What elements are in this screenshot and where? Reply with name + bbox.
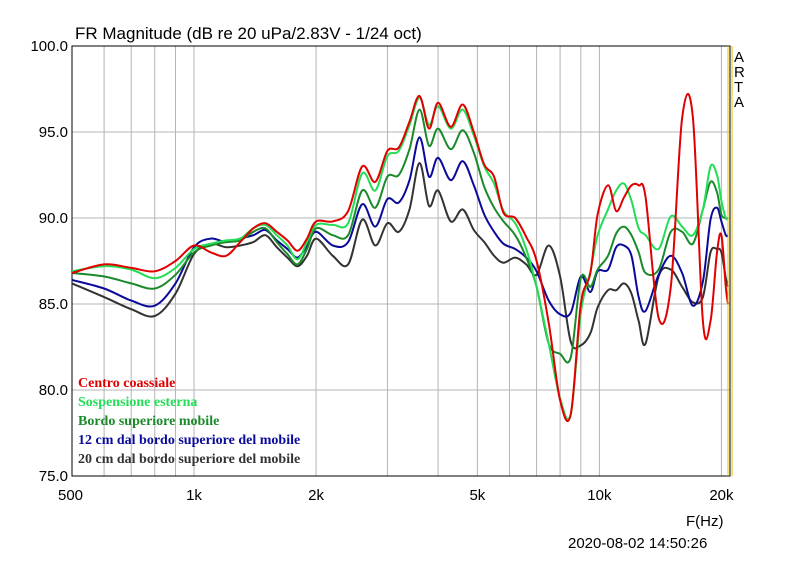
x-tick-label: 10k	[587, 487, 612, 504]
y-tick-label: 85.0	[39, 296, 68, 313]
series-group	[71, 92, 729, 422]
timestamp: 2020-08-02 14:50:26	[568, 535, 707, 552]
legend: Centro coassiale Sospensione esterna Bordo…	[78, 376, 300, 467]
legend-entry: 20 cm dal bordo superiore del mobile	[78, 452, 300, 467]
grid	[72, 45, 730, 477]
series-line-3	[71, 108, 729, 364]
arta-letter: A	[734, 94, 744, 111]
y-tick-label: 90.0	[39, 210, 68, 227]
arta-letter: R	[734, 64, 745, 81]
x-tick-label: 500	[58, 487, 83, 504]
x-tick-labels: 500 1k 2k 5k 10k 20k	[58, 487, 734, 504]
y-tick-label: 80.0	[39, 382, 68, 399]
y-tick-label: 75.0	[39, 468, 68, 485]
series-line-5	[71, 161, 729, 350]
chart-title: FR Magnitude (dB re 20 uPa/2.83V - 1/24 …	[75, 24, 422, 43]
series-line-1	[71, 92, 729, 422]
legend-entry: Sospensione esterna	[78, 395, 197, 410]
y-tick-labels: 75.0 80.0 85.0 90.0 95.0 100.0	[30, 38, 68, 485]
x-tick-label: 2k	[308, 487, 324, 504]
legend-entry: Bordo superiore mobile	[78, 414, 219, 429]
arta-letter: T	[734, 79, 743, 96]
plot-frame	[71, 45, 731, 477]
y-tick-label: 100.0	[30, 38, 68, 55]
x-tick-label: 20k	[709, 487, 734, 504]
legend-entry: 12 cm dal bordo superiore del mobile	[78, 433, 300, 448]
legend-entry: Centro coassiale	[78, 376, 175, 391]
x-tick-label: 5k	[469, 487, 485, 504]
x-tick-label: 1k	[186, 487, 202, 504]
x-axis-label: F(Hz)	[686, 513, 724, 530]
arta-letter: A	[734, 49, 744, 66]
y-tick-label: 95.0	[39, 124, 68, 141]
